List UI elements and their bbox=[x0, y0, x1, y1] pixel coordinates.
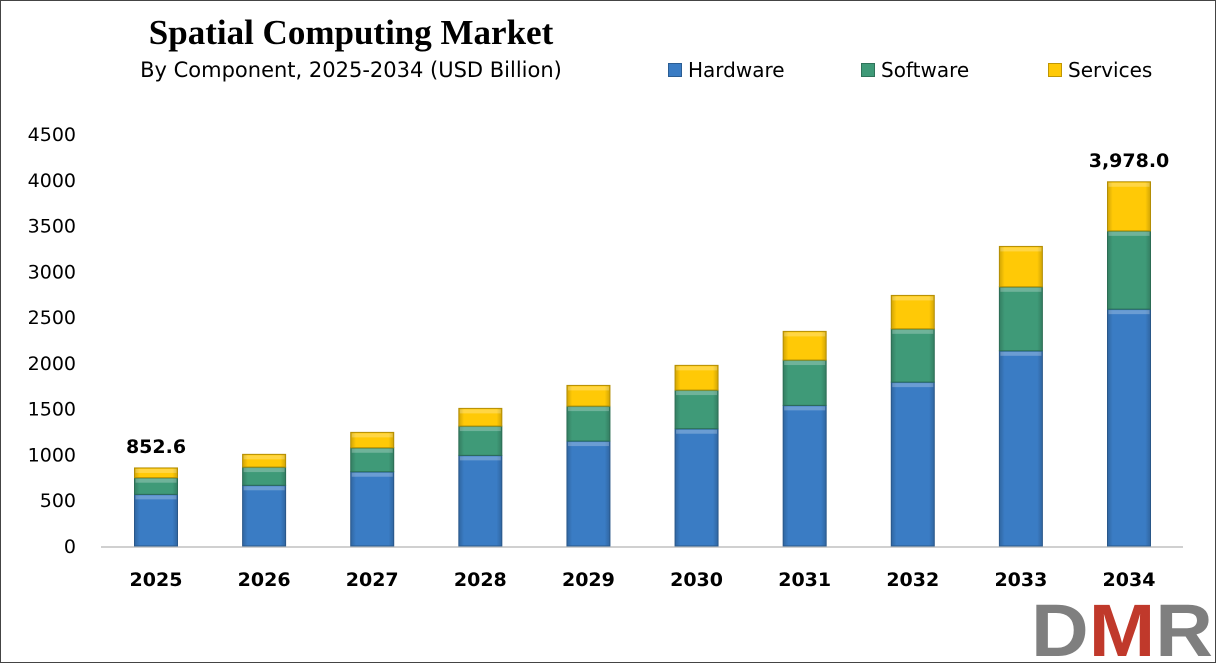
bar-hardware-2032 bbox=[890, 381, 935, 547]
bar-bevel bbox=[459, 427, 501, 432]
bar-services-2026 bbox=[242, 453, 287, 468]
x-tick-label: 2028 bbox=[454, 569, 507, 591]
bar-bevel bbox=[243, 486, 285, 491]
y-tick-label: 1000 bbox=[28, 444, 76, 466]
bar-bevel bbox=[351, 433, 393, 438]
bar-bevel bbox=[135, 468, 177, 473]
bar-services-2029 bbox=[566, 384, 611, 407]
bar-bevel bbox=[1108, 182, 1150, 187]
bar-hardware-2030 bbox=[674, 428, 719, 547]
bar-services-2032 bbox=[890, 294, 935, 330]
bar-bevel bbox=[351, 472, 393, 477]
x-tick-label: 2030 bbox=[670, 569, 723, 591]
bar-bevel bbox=[459, 456, 501, 461]
bar-bevel bbox=[892, 329, 934, 334]
legend-item-hardware: Hardware bbox=[668, 58, 785, 82]
legend-label-hardware: Hardware bbox=[688, 58, 785, 82]
legend-swatch-hardware bbox=[668, 63, 682, 77]
bar-hardware-2028 bbox=[458, 454, 503, 547]
bar-software-2028 bbox=[458, 425, 503, 456]
bar-software-2034 bbox=[1107, 230, 1151, 310]
bar-services-2025 bbox=[134, 467, 178, 479]
y-tick-label: 4500 bbox=[28, 124, 76, 146]
bar-bevel bbox=[567, 386, 609, 391]
x-tick-label: 2031 bbox=[778, 569, 831, 591]
x-tick-label: 2032 bbox=[886, 569, 939, 591]
bar-bevel bbox=[892, 383, 934, 388]
y-tick-label: 3500 bbox=[28, 216, 76, 238]
legend-swatch-services bbox=[1048, 63, 1062, 77]
bar-bevel bbox=[243, 468, 285, 473]
bar-bevel bbox=[784, 406, 826, 411]
bar-services-2028 bbox=[458, 407, 503, 427]
bar-software-2033 bbox=[998, 286, 1043, 352]
bar-software-2030 bbox=[674, 389, 719, 430]
bar-bevel bbox=[1000, 287, 1042, 292]
bar-services-2031 bbox=[782, 330, 827, 361]
data-label-total: 852.6 bbox=[126, 436, 186, 458]
x-tick-label: 2034 bbox=[1103, 569, 1156, 591]
bar-hardware-2026 bbox=[242, 484, 287, 547]
bar-bevel bbox=[1108, 310, 1150, 315]
y-tick-label: 4000 bbox=[28, 170, 76, 192]
y-tick-label: 2000 bbox=[28, 353, 76, 375]
bar-bevel bbox=[351, 448, 393, 453]
chart-title: Spatial Computing Market bbox=[148, 13, 554, 52]
bar-bevel bbox=[784, 332, 826, 337]
bar-software-2029 bbox=[566, 405, 611, 442]
x-tick-label: 2033 bbox=[994, 569, 1047, 591]
x-tick-label: 2029 bbox=[562, 569, 615, 591]
bar-bevel bbox=[243, 455, 285, 460]
y-tick-label: 500 bbox=[40, 490, 76, 512]
chart-subtitle: By Component, 2025-2034 (USD Billion) bbox=[140, 58, 562, 82]
bar-services-2034 bbox=[1107, 181, 1151, 232]
bar-hardware-2029 bbox=[566, 440, 611, 547]
bar-hardware-2025 bbox=[134, 493, 178, 547]
bar-hardware-2027 bbox=[350, 471, 395, 547]
bar-software-2031 bbox=[782, 359, 827, 406]
bar-bevel bbox=[567, 442, 609, 447]
bar-bevel bbox=[1108, 231, 1150, 236]
legend-label-services: Services bbox=[1068, 58, 1153, 82]
bar-bevel bbox=[567, 407, 609, 412]
data-label-total: 3,978.0 bbox=[1089, 150, 1170, 172]
bar-bevel bbox=[135, 478, 177, 483]
y-tick-label: 0 bbox=[64, 536, 76, 558]
bar-hardware-2034 bbox=[1107, 308, 1151, 547]
x-tick-label: 2027 bbox=[346, 569, 399, 591]
bar-services-2030 bbox=[674, 364, 719, 391]
x-tick-label: 2026 bbox=[238, 569, 291, 591]
x-tick-label: 2025 bbox=[130, 569, 183, 591]
bar-bevel bbox=[1000, 247, 1042, 252]
bar-software-2032 bbox=[890, 328, 935, 383]
bar-bevel bbox=[135, 495, 177, 500]
bar-bevel bbox=[676, 366, 718, 371]
y-tick-label: 2500 bbox=[28, 307, 76, 329]
bar-bevel bbox=[892, 296, 934, 301]
bar-bevel bbox=[676, 391, 718, 396]
legend-label-software: Software bbox=[881, 58, 970, 82]
bar-services-2027 bbox=[350, 431, 395, 449]
y-tick-label: 3000 bbox=[28, 261, 76, 283]
bar-services-2033 bbox=[998, 245, 1043, 288]
bar-hardware-2031 bbox=[782, 404, 827, 547]
bar-bevel bbox=[459, 409, 501, 414]
bar-bevel bbox=[1000, 351, 1042, 356]
legend-item-services: Services bbox=[1048, 58, 1152, 82]
bar-bevel bbox=[784, 361, 826, 366]
bar-bevel bbox=[676, 429, 718, 434]
y-tick-label: 1500 bbox=[28, 399, 76, 421]
legend-swatch-software bbox=[861, 63, 875, 77]
legend-item-software: Software bbox=[861, 58, 969, 82]
bar-hardware-2033 bbox=[998, 350, 1043, 547]
